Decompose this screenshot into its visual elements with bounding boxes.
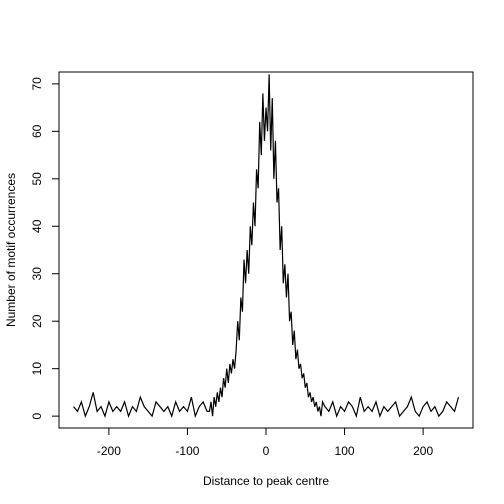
x-tick-label: 100 bbox=[335, 444, 355, 458]
x-tick-label: -200 bbox=[97, 444, 121, 458]
y-tick-label: 0 bbox=[30, 412, 44, 419]
y-axis-title: Number of motif occurrences bbox=[4, 173, 18, 327]
y-tick-label: 40 bbox=[30, 219, 44, 233]
plot-box bbox=[58, 71, 474, 429]
x-tick-label: -100 bbox=[175, 444, 199, 458]
data-line bbox=[73, 74, 460, 419]
x-tick-label: 0 bbox=[263, 444, 270, 458]
x-axis-title: Distance to peak centre bbox=[203, 474, 329, 488]
y-tick-label: 60 bbox=[30, 124, 44, 138]
y-tick-label: 70 bbox=[30, 77, 44, 91]
x-tick-label: 200 bbox=[413, 444, 433, 458]
y-tick-label: 10 bbox=[30, 362, 44, 376]
y-tick-label: 20 bbox=[30, 314, 44, 328]
y-tick-label: 30 bbox=[30, 267, 44, 281]
y-tick-label: 50 bbox=[30, 172, 44, 186]
